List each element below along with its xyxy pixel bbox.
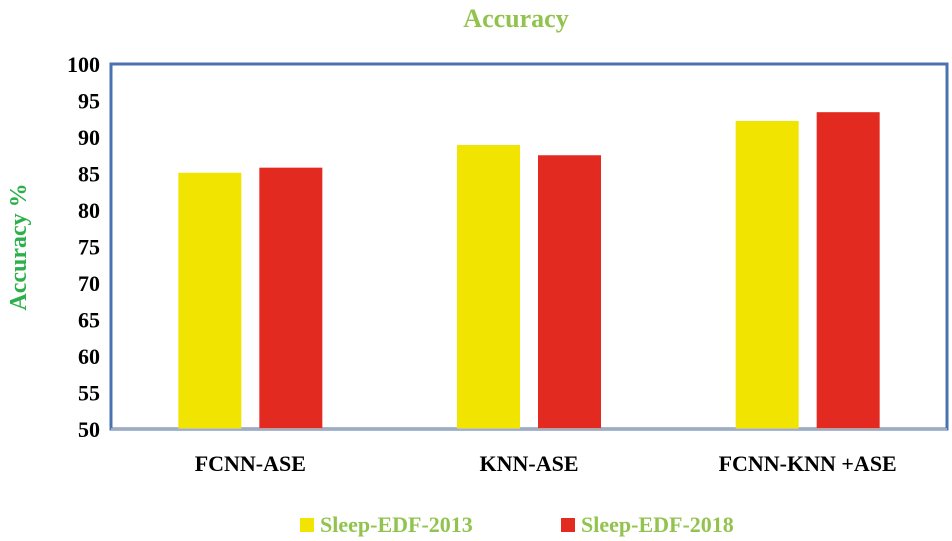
y-tick-label: 70 xyxy=(78,271,100,296)
bar-sleep-edf-2013-2 xyxy=(735,120,799,429)
chart-title: Accuracy xyxy=(463,4,568,33)
x-category-label: FCNN-KNN +ASE xyxy=(719,451,897,476)
x-category-label: FCNN-ASE xyxy=(195,451,306,476)
x-axis-categories: FCNN-ASE KNN-ASE FCNN-KNN +ASE xyxy=(195,451,897,476)
x-category-label: KNN-ASE xyxy=(479,451,578,476)
y-axis-label: Accuracy % xyxy=(6,183,32,310)
y-tick-label: 75 xyxy=(78,235,100,260)
y-tick-label: 90 xyxy=(78,125,100,150)
y-tick-label: 80 xyxy=(78,198,100,223)
legend-swatch xyxy=(300,518,314,532)
y-tick-label: 100 xyxy=(67,52,100,77)
y-tick-label: 95 xyxy=(78,89,100,114)
legend-label: Sleep-EDF-2013 xyxy=(320,512,473,537)
legend: Sleep-EDF-2013 Sleep-EDF-2018 xyxy=(300,512,734,537)
y-tick-label: 65 xyxy=(78,308,100,333)
bar-sleep-edf-2013-0 xyxy=(178,172,242,429)
bar-sleep-edf-2018-2 xyxy=(816,112,880,430)
bars xyxy=(178,112,880,430)
legend-label: Sleep-EDF-2018 xyxy=(581,512,734,537)
bar-sleep-edf-2018-0 xyxy=(259,167,323,429)
y-tick-label: 60 xyxy=(78,344,100,369)
legend-swatch xyxy=(561,518,575,532)
bar-sleep-edf-2013-1 xyxy=(457,145,520,429)
bar-sleep-edf-2018-1 xyxy=(538,155,601,429)
y-tick-label: 50 xyxy=(78,417,100,442)
y-axis-ticks: 50 55 60 65 70 75 80 85 90 95 100 xyxy=(67,52,100,442)
y-tick-label: 85 xyxy=(78,162,100,187)
y-tick-label: 55 xyxy=(78,381,100,406)
